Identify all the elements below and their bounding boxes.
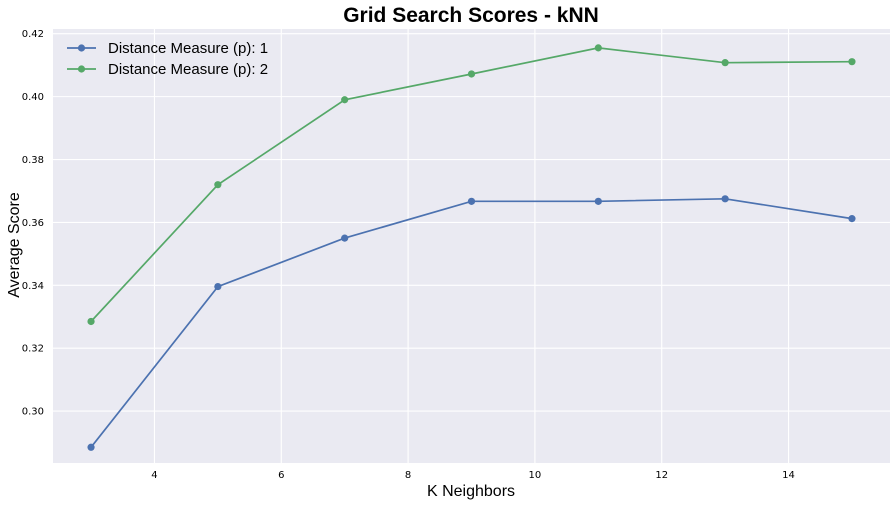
series-1 [87, 195, 856, 451]
legend-item-2: Distance Measure (p): 2 [67, 61, 268, 78]
legend-marker [77, 44, 86, 52]
x-tick-label: 6 [278, 470, 284, 481]
chart-title: Grid Search Scores - kNN [343, 4, 599, 27]
y-tick-label: 0.42 [22, 29, 44, 40]
x-tick-label: 12 [655, 470, 668, 481]
data-point [467, 197, 476, 205]
legend-label: Distance Measure (p): 2 [108, 61, 268, 78]
legend-label: Distance Measure (p): 1 [108, 40, 268, 57]
y-tick-label: 0.38 [22, 155, 44, 166]
series-2 [87, 44, 856, 326]
x-tick-label: 10 [529, 470, 542, 481]
legend: Distance Measure (p): 1 Distance Measure … [67, 40, 268, 78]
legend-item-1: Distance Measure (p): 1 [67, 40, 268, 57]
x-tick-label: 8 [405, 470, 411, 481]
data-point [594, 44, 602, 52]
x-axis-label: K Neighbors [427, 483, 515, 500]
y-axis-label: Average Score [6, 192, 23, 298]
y-tick-label: 0.40 [22, 92, 44, 103]
data-point [341, 96, 349, 104]
series-group [87, 44, 856, 451]
x-tick-label: 14 [782, 470, 795, 481]
y-tick-label: 0.36 [22, 218, 44, 229]
data-point [721, 195, 729, 203]
y-axis-ticks: 0.30 0.32 0.34 0.36 0.38 0.40 0.42 [22, 29, 44, 417]
data-point [341, 234, 349, 242]
x-tick-label: 4 [151, 470, 157, 481]
data-point [214, 282, 222, 291]
data-point [87, 317, 95, 326]
grid-lines [53, 29, 890, 463]
data-point [848, 215, 856, 223]
y-tick-label: 0.34 [22, 281, 44, 292]
data-point [721, 59, 729, 67]
data-point [594, 197, 602, 205]
y-tick-label: 0.32 [22, 344, 44, 355]
legend-marker [77, 65, 86, 73]
data-point [87, 443, 95, 451]
y-tick-label: 0.30 [22, 407, 44, 418]
plot-area [53, 29, 890, 463]
data-point [467, 70, 476, 78]
data-point [214, 181, 222, 189]
data-point [848, 58, 856, 66]
x-axis-ticks: 4 6 8 10 12 14 [151, 470, 795, 481]
